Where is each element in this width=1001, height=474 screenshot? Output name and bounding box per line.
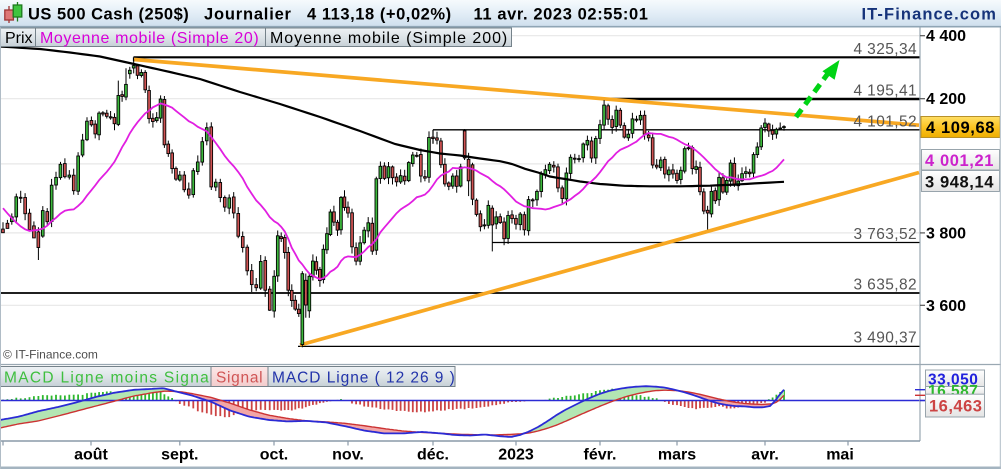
svg-text:3 800: 3 800 [926,225,966,242]
svg-text:Moyenne mobile (Simple 200): Moyenne mobile (Simple 200) [270,30,508,47]
svg-text:août: août [74,447,108,464]
svg-text:IT-Finance.com: IT-Finance.com [861,6,997,24]
svg-text:4 101,52: 4 101,52 [853,114,917,131]
svg-text:Moyenne mobile (Simple 20): Moyenne mobile (Simple 20) [40,30,259,47]
svg-text:févr.: févr. [584,447,617,464]
svg-text:mars: mars [658,447,696,464]
svg-text:Prix: Prix [5,30,33,47]
svg-text:3 600: 3 600 [926,298,966,315]
svg-text:4 113,18 (+0,02%): 4 113,18 (+0,02%) [307,6,452,24]
svg-text:© IT-Finance.com: © IT-Finance.com [3,348,98,362]
svg-text:4 200: 4 200 [926,91,966,108]
svg-text:déc.: déc. [417,447,449,464]
svg-text:sept.: sept. [161,447,198,464]
svg-text:Journalier: Journalier [204,6,292,24]
svg-text:US 500 Cash (250$): US 500 Cash (250$) [28,6,189,24]
svg-text:3 635,82: 3 635,82 [853,276,917,293]
svg-text:4 325,34: 4 325,34 [853,41,917,58]
svg-text:3 948,14: 3 948,14 [925,174,994,192]
svg-text:Signal: Signal [216,370,263,387]
svg-text:4 400: 4 400 [926,28,966,45]
svg-text:2023: 2023 [498,447,534,464]
svg-text:mai: mai [826,447,854,464]
svg-text:16,463: 16,463 [929,398,982,416]
svg-text:4 001,21: 4 001,21 [925,152,994,170]
svg-text:4 109,68: 4 109,68 [926,119,995,137]
svg-text:4 195,41: 4 195,41 [853,83,917,100]
svg-text:MACD Ligne ( 12 26 9 ): MACD Ligne ( 12 26 9 ) [272,370,456,387]
svg-text:MACD Ligne moins Signal: MACD Ligne moins Signal [4,370,215,387]
svg-text:avr.: avr. [751,447,779,464]
svg-text:nov.: nov. [332,447,364,464]
svg-text:3 763,52: 3 763,52 [853,226,917,243]
svg-text:11 avr. 2023 02:55:01: 11 avr. 2023 02:55:01 [474,6,649,24]
svg-text:oct.: oct. [260,447,288,464]
svg-text:3 490,37: 3 490,37 [853,330,917,347]
